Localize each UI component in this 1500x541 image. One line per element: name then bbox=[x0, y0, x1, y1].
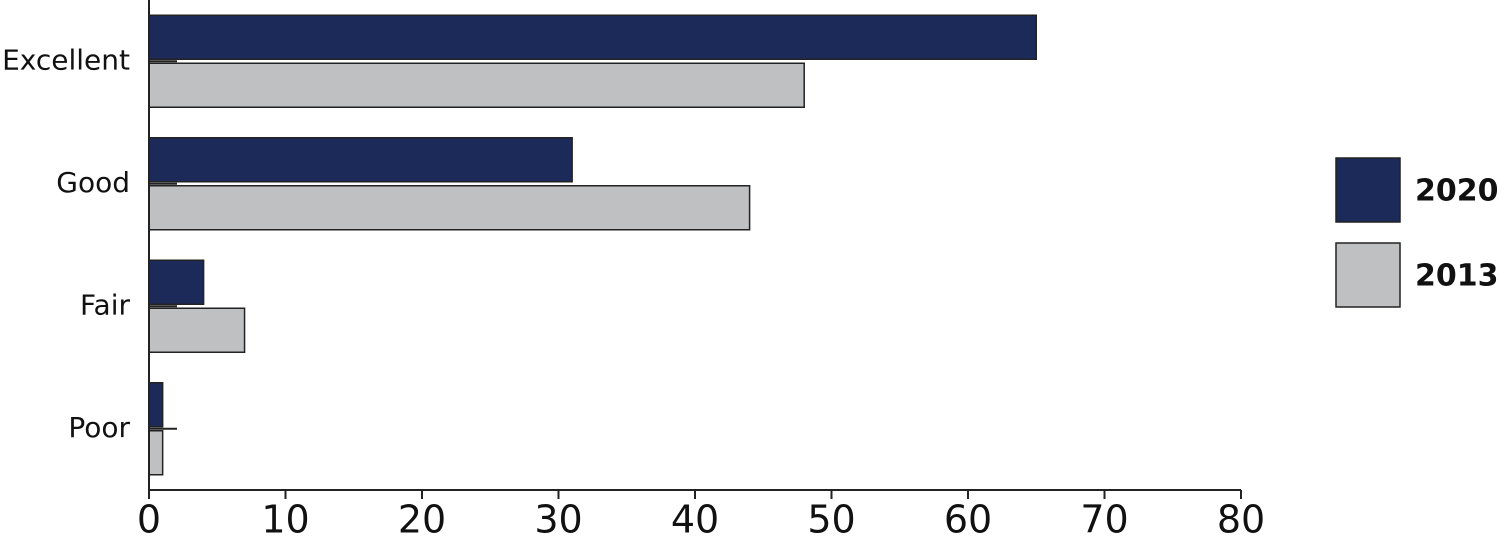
bar bbox=[148, 430, 164, 476]
x-tick-label: 20 bbox=[398, 498, 446, 541]
bar bbox=[148, 382, 164, 428]
bar bbox=[148, 137, 573, 183]
x-tick-label: 80 bbox=[1217, 498, 1265, 541]
x-tick-label: 50 bbox=[807, 498, 855, 541]
y-tick-label: Poor bbox=[68, 411, 130, 444]
y-tick-label: Fair bbox=[80, 288, 130, 321]
bar bbox=[148, 185, 751, 231]
x-tick-label: 10 bbox=[261, 498, 309, 541]
bar bbox=[148, 259, 205, 305]
bar bbox=[148, 62, 805, 108]
legend-label: 2013 bbox=[1415, 259, 1499, 294]
x-tick-label: 30 bbox=[534, 498, 582, 541]
legend-swatch bbox=[1335, 242, 1401, 308]
y-tick-label: Excellent bbox=[2, 43, 130, 76]
x-tick-label: 0 bbox=[137, 498, 161, 541]
bar bbox=[148, 14, 1037, 60]
x-tick-label: 70 bbox=[1080, 498, 1128, 541]
bar bbox=[148, 307, 246, 353]
x-tick-label: 60 bbox=[944, 498, 992, 541]
y-tick-label: Good bbox=[56, 166, 130, 199]
legend-swatch bbox=[1335, 157, 1401, 223]
x-tick-label: 40 bbox=[671, 498, 719, 541]
legend-label: 2020 bbox=[1415, 174, 1499, 209]
